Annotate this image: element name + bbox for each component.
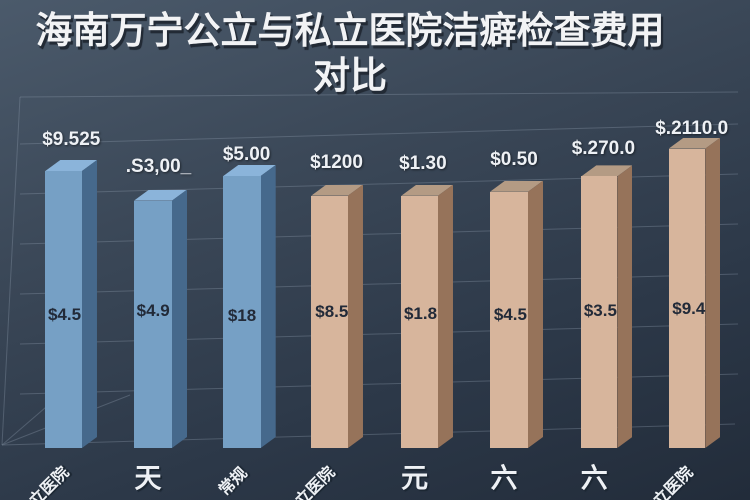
bar8	[669, 138, 721, 448]
